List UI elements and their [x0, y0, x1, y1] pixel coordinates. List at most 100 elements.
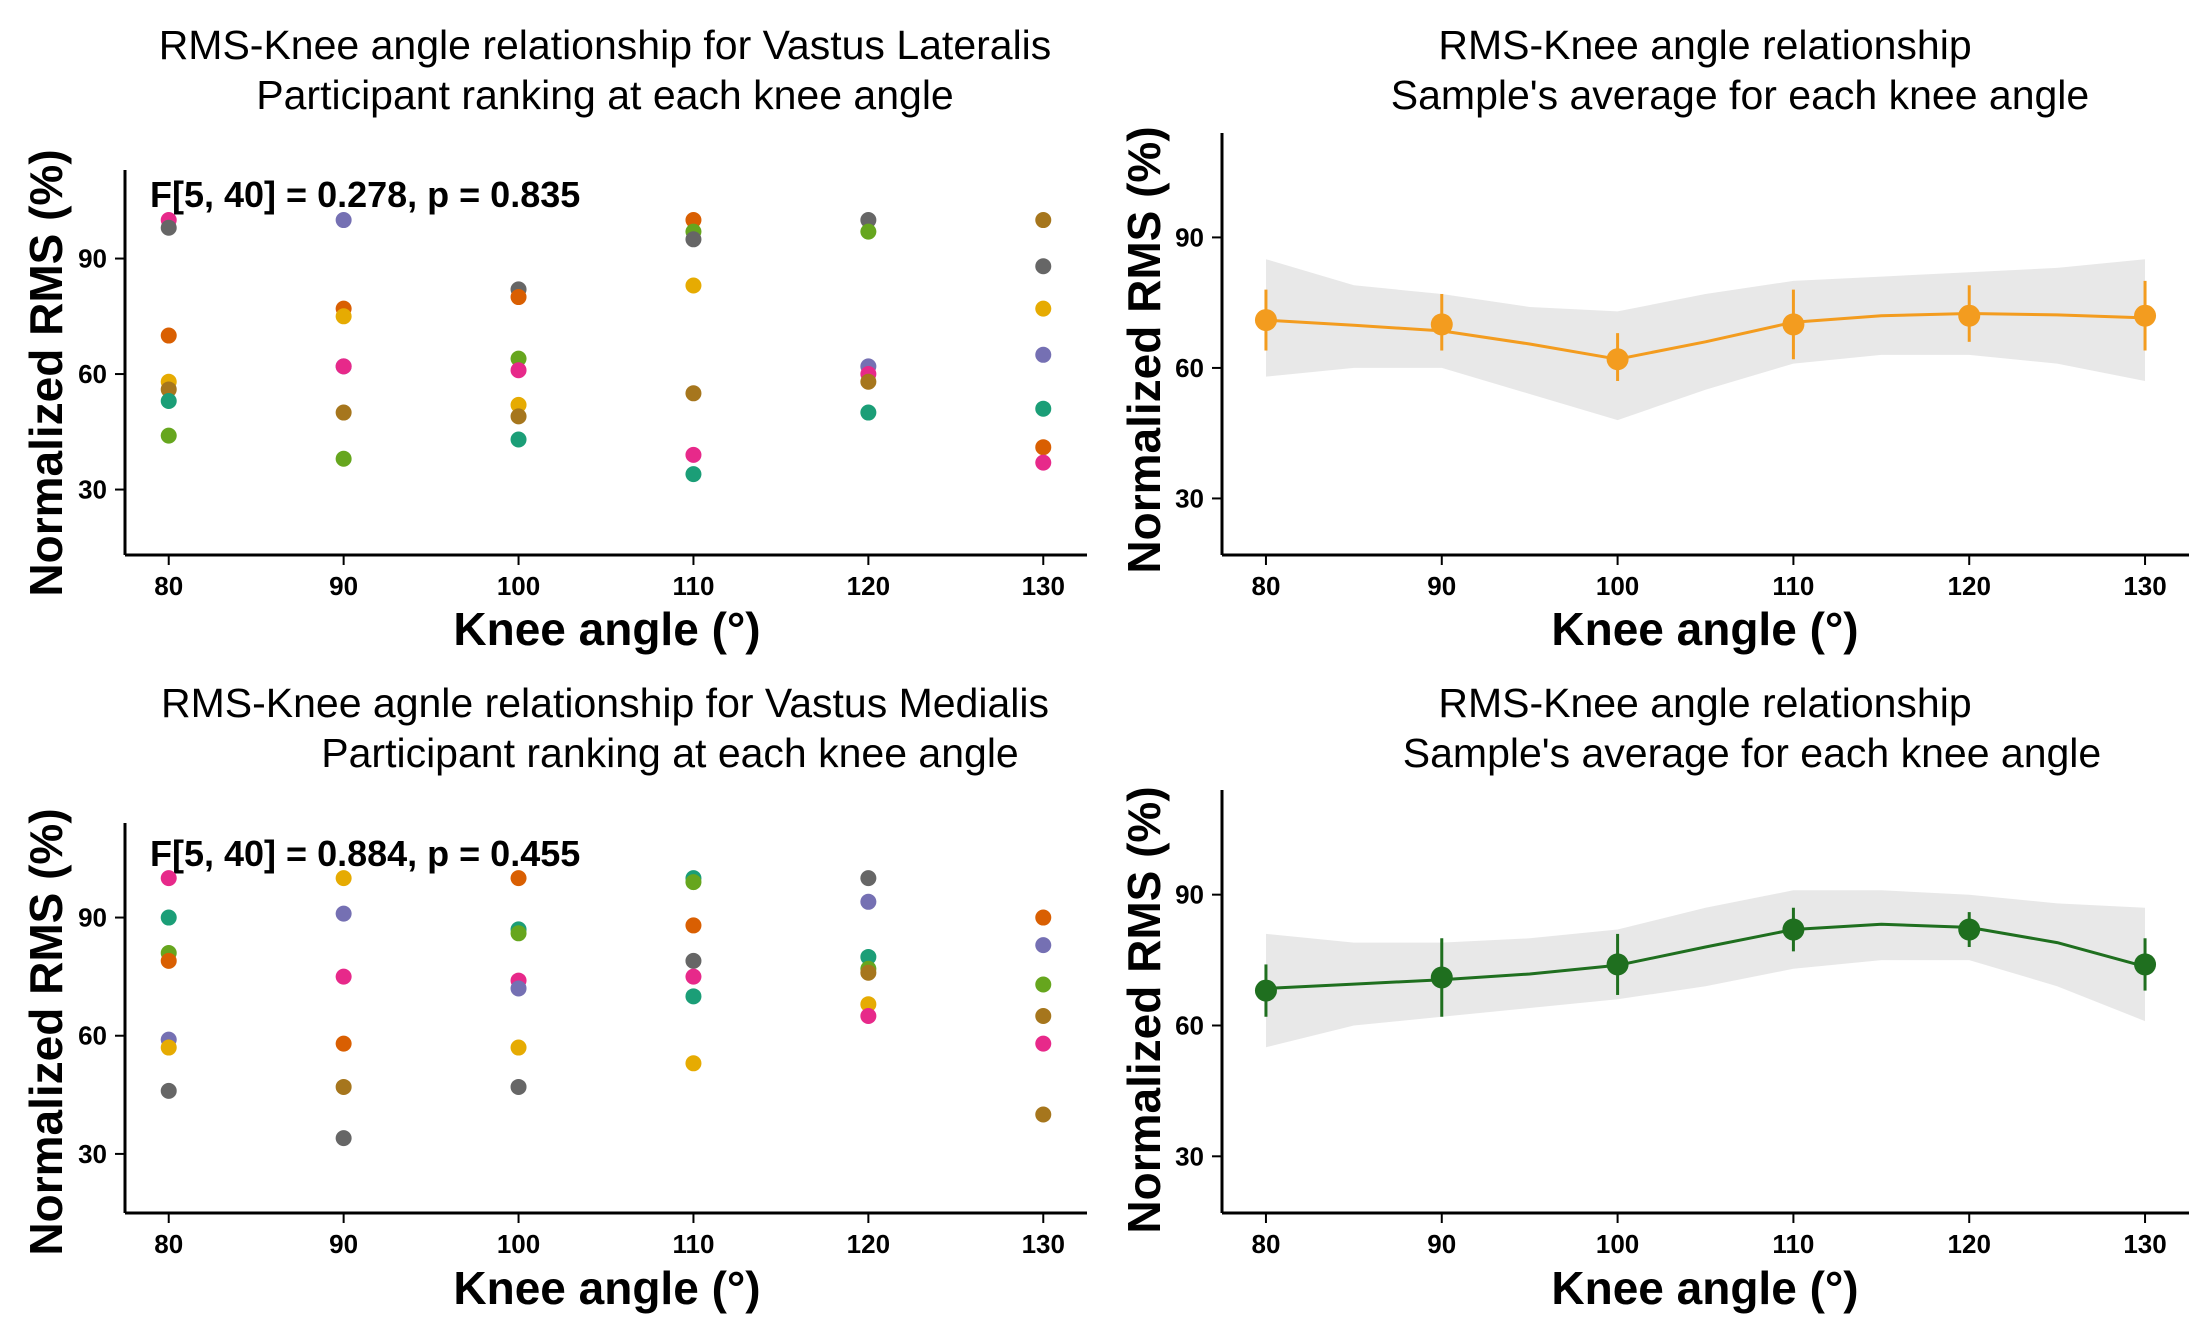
plot-area: 80 90 100 110 120 130 30 60 90 [1175, 133, 2189, 601]
participant-point [335, 212, 352, 229]
participant-point [335, 404, 352, 421]
x-tick-label: 90 [1427, 571, 1456, 601]
participant-point [335, 308, 352, 325]
participant-point [860, 212, 877, 229]
y-axis-label: Normalized RMS (%) [1118, 786, 1170, 1233]
y-tick-label: 90 [1175, 222, 1204, 252]
participant-point [685, 466, 702, 483]
y-tick-label: 30 [78, 475, 107, 505]
panel-title-line-1: RMS-Knee angle relationship [1438, 680, 1971, 726]
mean-point [1782, 918, 1805, 941]
x-tick-label: 130 [1022, 1229, 1065, 1259]
x-axis-label: Knee angle (°) [453, 1262, 760, 1314]
anova-annotation: F[5, 40] = 0.278, p = 0.835 [150, 174, 580, 215]
x-tick-label: 110 [1772, 1229, 1814, 1259]
y-tick-label: 90 [78, 244, 107, 274]
y-axis-label: Normalized RMS (%) [20, 149, 72, 596]
participant-point [160, 1082, 177, 1099]
participant-point [335, 358, 352, 375]
panel-title-line-2: Participant ranking at each knee angle [256, 72, 953, 118]
participant-point [335, 870, 352, 887]
participant-point [860, 893, 877, 910]
participant-point [510, 350, 527, 367]
participant-point [160, 909, 177, 926]
participant-point [685, 385, 702, 402]
participant-point [685, 988, 702, 1005]
panel-vl-mean: RMS-Knee angle relationship Sample's ave… [1118, 22, 2189, 655]
plot-area: 80 90 100 110 120 130 30 60 90 [78, 823, 1087, 1259]
y-axis-label: Normalized RMS (%) [1118, 126, 1170, 573]
y-tick-label: 60 [1175, 1010, 1204, 1040]
x-tick-label: 120 [847, 571, 890, 601]
y-tick-label: 60 [78, 359, 107, 389]
trend-line [1265, 922, 2146, 990]
participant-point [1035, 937, 1052, 954]
participant-point [160, 393, 177, 409]
participant-point [1035, 454, 1052, 471]
participant-point [335, 1035, 352, 1052]
anova-annotation: F[5, 40] = 0.884, p = 0.455 [150, 833, 580, 874]
participant-point [860, 1008, 877, 1025]
participant-point [335, 1130, 352, 1147]
participant-point [860, 223, 877, 240]
mean-point [1606, 953, 1629, 976]
participant-point [510, 408, 527, 425]
participant-point [1035, 212, 1052, 229]
confidence-band [1266, 259, 2145, 421]
participant-point [335, 1078, 352, 1095]
panel-title-line-2: Sample's average for each knee angle [1403, 730, 2101, 776]
y-tick-label: 60 [1175, 353, 1204, 383]
participant-point [1035, 439, 1052, 456]
mean-point [1958, 304, 1981, 327]
participant-point [335, 905, 352, 922]
y-tick-label: 30 [1175, 1141, 1204, 1171]
mean-point [1254, 979, 1277, 1002]
participant-point [1035, 909, 1052, 926]
x-tick-label: 130 [2123, 571, 2166, 601]
x-tick-label: 80 [154, 1229, 183, 1259]
participant-point [1035, 976, 1052, 993]
participant-point [1035, 1106, 1052, 1123]
participant-point [510, 1078, 527, 1095]
panel-title-line-1: RMS-Knee agnle relationship for Vastus M… [161, 680, 1049, 726]
participant-point [1035, 1008, 1052, 1025]
participant-point [160, 952, 177, 969]
panel-title-line-2: Participant ranking at each knee angle [321, 730, 1018, 776]
x-axis-label: Knee angle (°) [453, 603, 760, 655]
participant-point [860, 948, 877, 965]
x-tick-label: 100 [497, 1229, 540, 1259]
participant-point [685, 1055, 702, 1072]
panel-vl-scatter: RMS-Knee angle relationship for Vastus L… [20, 22, 1087, 655]
participant-point [1035, 346, 1052, 363]
participant-point [510, 980, 527, 997]
panel-title-line-1: RMS-Knee angle relationship for Vastus L… [159, 22, 1052, 68]
y-tick-label: 90 [1175, 880, 1204, 910]
trend-line [1265, 312, 2146, 361]
participant-point [860, 964, 877, 981]
mean-point [2134, 304, 2157, 327]
x-tick-label: 130 [1022, 571, 1065, 601]
participant-point [685, 874, 702, 891]
participant-point [685, 212, 702, 229]
panel-vm-scatter: RMS-Knee agnle relationship for Vastus M… [20, 680, 1087, 1314]
mean-point [1958, 918, 1981, 941]
participant-point [160, 327, 177, 344]
participant-point [685, 446, 702, 463]
x-axis-label: Knee angle (°) [1551, 603, 1858, 655]
panel-vm-mean: RMS-Knee angle relationship Sample's ave… [1118, 680, 2189, 1314]
participant-point [685, 952, 702, 969]
x-tick-label: 80 [1251, 571, 1280, 601]
participant-point [160, 427, 177, 444]
x-tick-label: 120 [1948, 571, 1991, 601]
y-tick-label: 60 [78, 1021, 107, 1051]
plot-area: 80 90 100 110 120 130 30 60 90 [78, 170, 1087, 601]
participant-point [510, 1039, 527, 1056]
participant-point [685, 917, 702, 934]
x-tick-label: 130 [2123, 1229, 2166, 1259]
x-axis-label: Knee angle (°) [1551, 1262, 1858, 1314]
participant-point [335, 968, 352, 985]
participant-point [1035, 300, 1052, 317]
x-tick-label: 110 [1772, 571, 1814, 601]
